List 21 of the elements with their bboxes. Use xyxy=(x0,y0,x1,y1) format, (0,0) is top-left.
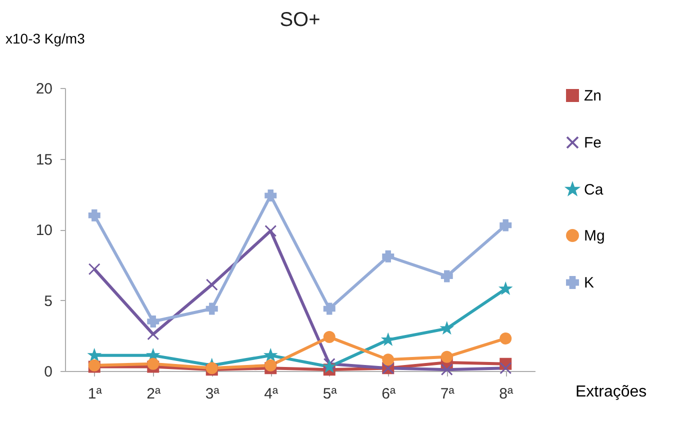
y-tick-label: 15 xyxy=(36,151,52,168)
x-tick-label: 2ª xyxy=(146,386,162,402)
y-tick-label: 20 xyxy=(36,80,52,98)
chart-title: SO+ xyxy=(280,9,320,31)
x-tick-label: 3ª xyxy=(205,386,220,402)
x-tick-label: 8ª xyxy=(499,386,514,402)
x-axis-title: Extrações xyxy=(576,384,647,400)
legend-label: Fe xyxy=(584,134,602,152)
y-axis-title: x10-3 Kg/m3 xyxy=(6,30,86,46)
legend-label: Mg xyxy=(584,228,605,244)
y-tick-label: 0 xyxy=(44,364,52,380)
legend-label: Zn xyxy=(584,88,602,104)
x-tick-label: 6ª xyxy=(382,386,396,402)
x-tick-label: 7ª xyxy=(440,386,455,402)
x-tick-label: 4ª xyxy=(264,386,279,402)
y-tick-label: 5 xyxy=(44,292,52,310)
x-tick-label: 5ª xyxy=(322,386,338,402)
legend-label: Ca xyxy=(584,182,604,198)
y-tick-label: 10 xyxy=(36,222,52,239)
x-tick-label: 1ª xyxy=(88,386,102,402)
legend-label: K xyxy=(584,274,594,292)
